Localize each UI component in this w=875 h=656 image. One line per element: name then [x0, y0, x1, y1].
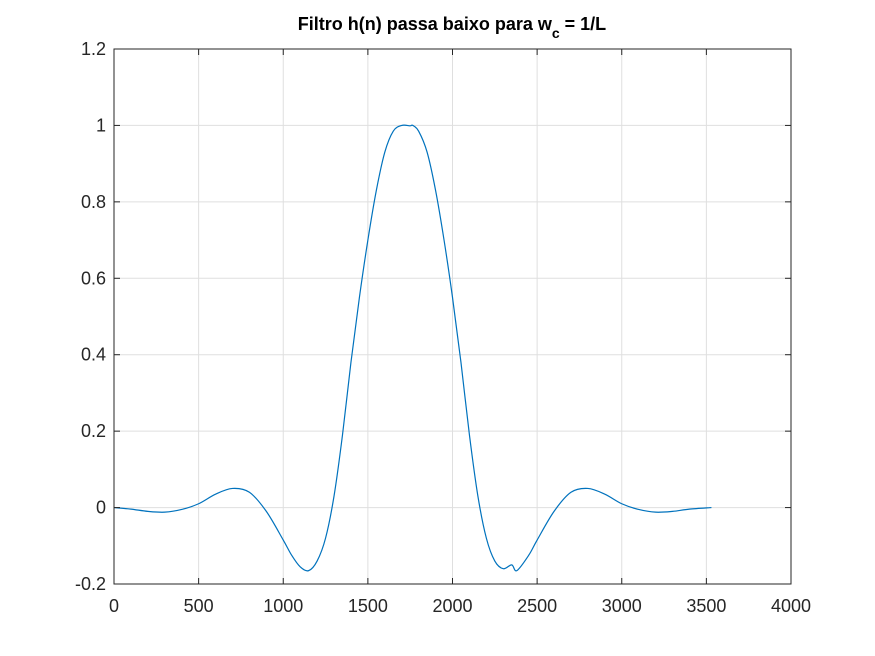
y-tick-label: 0.2 — [81, 421, 106, 441]
y-tick-label: 1 — [96, 115, 106, 135]
title-main: Filtro h(n) passa baixo para w — [298, 14, 553, 34]
x-tick-labels: 0 500 1000 1500 2000 2500 3000 3500 4000 — [109, 596, 811, 616]
x-tick-label: 1500 — [348, 596, 388, 616]
title-subscript: c — [552, 25, 560, 41]
x-tick-label: 1000 — [263, 596, 303, 616]
x-tick-label: 4000 — [771, 596, 811, 616]
tick-marks — [113, 48, 792, 585]
y-tick-label: 0.6 — [81, 268, 106, 288]
y-tick-label: 0.4 — [81, 345, 106, 365]
series-line — [113, 124, 712, 572]
y-tick-label: 0 — [96, 498, 106, 518]
y-tick-label: -0.2 — [75, 574, 106, 594]
x-tick-label: 3000 — [602, 596, 642, 616]
x-tick-label: 2000 — [432, 596, 472, 616]
chart-title: Filtro h(n) passa baixo para wc = 1/L — [298, 14, 606, 41]
series-group — [113, 124, 712, 572]
x-tick-label: 2500 — [517, 596, 557, 616]
y-tick-label: 0.8 — [81, 192, 106, 212]
x-tick-label: 0 — [109, 596, 119, 616]
x-tick-label: 3500 — [686, 596, 726, 616]
y-tick-label: 1.2 — [81, 39, 106, 59]
title-suffix: = 1/L — [560, 14, 607, 34]
y-tick-labels: -0.2 0 0.2 0.4 0.6 0.8 1 1.2 — [75, 39, 106, 594]
x-tick-label: 500 — [184, 596, 214, 616]
